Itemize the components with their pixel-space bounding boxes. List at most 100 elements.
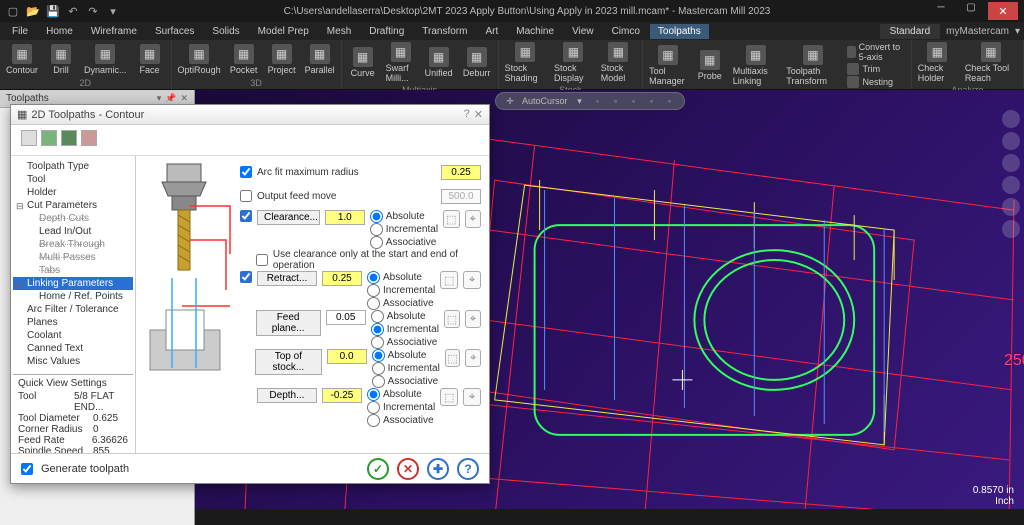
tree-planes[interactable]: Planes [13,316,133,329]
menu-solids[interactable]: Solids [204,24,247,39]
param-0-radio-0[interactable]: Absolute [370,210,438,223]
ribbon-trim[interactable]: Trim [847,63,904,75]
ribbon-deburr[interactable]: ▦Deburr [462,47,492,78]
param-2-radio-1[interactable]: Incremental [371,323,439,336]
ribbon-pocket[interactable]: ▦Pocket [229,44,259,75]
dialog-tree[interactable]: Toolpath TypeToolHolder⊟Cut ParametersDe… [11,156,136,453]
param-4-radio-1[interactable]: Incremental [367,401,435,414]
ribbon-tool-manager[interactable]: ▦Tool Manager [649,45,687,86]
param-input-1[interactable] [322,271,362,286]
tb-icon-4[interactable] [81,130,97,146]
ac-opt-icon[interactable]: ▾ [574,95,586,107]
param-pick1-1[interactable]: ⬚ [440,271,458,289]
param-1-radio-0[interactable]: Absolute [367,271,435,284]
ribbon-unified[interactable]: ▦Unified [424,47,454,78]
open-icon[interactable]: 📂 [26,4,40,18]
tree-cut-parameters[interactable]: ⊟Cut Parameters [13,199,133,212]
param-4-radio-0[interactable]: Absolute [367,388,435,401]
param-3-radio-1[interactable]: Incremental [372,362,440,375]
help-button[interactable]: ? [457,458,479,480]
menu-drafting[interactable]: Drafting [361,24,412,39]
ribbon-check-holder[interactable]: ▦Check Holder [918,42,957,83]
param-2-radio-0[interactable]: Absolute [371,310,439,323]
ribbon-stock-shading[interactable]: ▦Stock Shading [505,42,546,83]
use-clearance-checkbox[interactable] [256,254,268,266]
product-level[interactable]: Standard [880,24,941,39]
param-3-radio-2[interactable]: Associative [372,375,440,388]
ribbon-contour[interactable]: ▦Contour [6,44,38,75]
autocursor-toolbar[interactable]: ✛ AutoCursor ▾ ◦ ◦ ◦ ◦ ◦ [495,92,685,110]
tree-linking-parameters[interactable]: ⊟Linking Parameters [13,277,133,290]
param-2-radio-2[interactable]: Associative [371,336,439,349]
param-pick2-1[interactable]: ⌖ [463,271,481,289]
param-pick1-2[interactable]: ⬚ [444,310,460,328]
ribbon-stock-model[interactable]: ▦Stock Model [601,42,636,83]
menu-toolpaths[interactable]: Toolpaths [650,24,709,39]
ac-opt5-icon[interactable]: ◦ [646,95,658,107]
menu-transform[interactable]: Transform [414,24,475,39]
param-cb-0[interactable] [240,210,252,222]
tree-depth-cuts[interactable]: Depth Cuts [13,212,133,225]
qat-dropdown-icon[interactable]: ▾ [106,4,120,18]
param-0-radio-1[interactable]: Incremental [370,223,438,236]
vp-tool-5[interactable] [1002,198,1020,216]
param-3-radio-0[interactable]: Absolute [372,349,440,362]
tree-toolpath-type[interactable]: Toolpath Type [13,160,133,173]
param-input-3[interactable] [327,349,367,364]
ribbon-project[interactable]: ▦Project [267,44,297,75]
ribbon-convert-to-5-axis[interactable]: Convert to 5-axis [847,42,904,62]
tree-arc-filter-tolerance[interactable]: Arc Filter / Tolerance [13,303,133,316]
menu-cimco[interactable]: Cimco [604,24,648,39]
tb-icon-2[interactable] [41,130,57,146]
vp-tool-4[interactable] [1002,176,1020,194]
tb-icon-1[interactable] [21,130,37,146]
tree-multi-passes[interactable]: Multi Passes [13,251,133,264]
param-btn-0[interactable]: Clearance... [257,210,320,225]
maximize-icon[interactable]: ▢ [958,2,984,20]
ribbon-dynamic-[interactable]: ▦Dynamic... [84,44,127,75]
panel-menu-icon[interactable]: ▾ [157,93,162,104]
tree-tabs[interactable]: Tabs [13,264,133,277]
redo-icon[interactable]: ↷ [86,4,100,18]
arc-fit-checkbox[interactable] [240,166,252,178]
param-pick1-3[interactable]: ⬚ [445,349,461,367]
apply-button[interactable]: ✚ [427,458,449,480]
minimize-icon[interactable]: ─ [928,2,954,20]
menu-home[interactable]: Home [38,24,81,39]
param-4-radio-2[interactable]: Associative [367,414,435,427]
menu-machine[interactable]: Machine [508,24,562,39]
param-pick2-2[interactable]: ⌖ [465,310,481,328]
close-icon[interactable]: ✕ [988,2,1018,20]
vp-tool-2[interactable] [1002,132,1020,150]
param-btn-3[interactable]: Top of stock... [255,349,321,375]
dialog-help-icon[interactable]: ? [464,108,470,121]
ac-opt4-icon[interactable]: ◦ [628,95,640,107]
ribbon-swarf-milli-[interactable]: ▦Swarf Milli... [386,42,416,83]
dialog-titlebar[interactable]: ▦ 2D Toolpaths - Contour ? ✕ [11,105,489,125]
vp-tool-1[interactable] [1002,110,1020,128]
tree-home-ref-points[interactable]: Home / Ref. Points [13,290,133,303]
ribbon-curve[interactable]: ▦Curve [348,47,378,78]
ribbon-drill[interactable]: ▦Drill [46,44,76,75]
ribbon-optirough[interactable]: ▦OptiRough [178,44,221,75]
undo-icon[interactable]: ↶ [66,4,80,18]
cancel-button[interactable]: ✕ [397,458,419,480]
param-1-radio-2[interactable]: Associative [367,297,435,310]
new-icon[interactable]: ▢ [6,4,20,18]
ribbon-stock-display[interactable]: ▦Stock Display [554,42,593,83]
param-1-radio-1[interactable]: Incremental [367,284,435,297]
ribbon-toolpath-transform[interactable]: ▦Toolpath Transform [786,45,839,86]
ac-opt2-icon[interactable]: ◦ [592,95,604,107]
output-feed-checkbox[interactable] [240,190,252,202]
tree-lead-in-out[interactable]: Lead In/Out [13,225,133,238]
param-input-4[interactable] [322,388,362,403]
menu-modelprep[interactable]: Model Prep [250,24,317,39]
param-pick1-4[interactable]: ⬚ [440,388,458,406]
menu-surfaces[interactable]: Surfaces [147,24,202,39]
tree-tool[interactable]: Tool [13,173,133,186]
param-btn-2[interactable]: Feed plane... [256,310,321,336]
menu-view[interactable]: View [564,24,602,39]
menu-art[interactable]: Art [477,24,506,39]
dialog-close-icon[interactable]: ✕ [474,108,483,121]
tree-coolant[interactable]: Coolant [13,329,133,342]
